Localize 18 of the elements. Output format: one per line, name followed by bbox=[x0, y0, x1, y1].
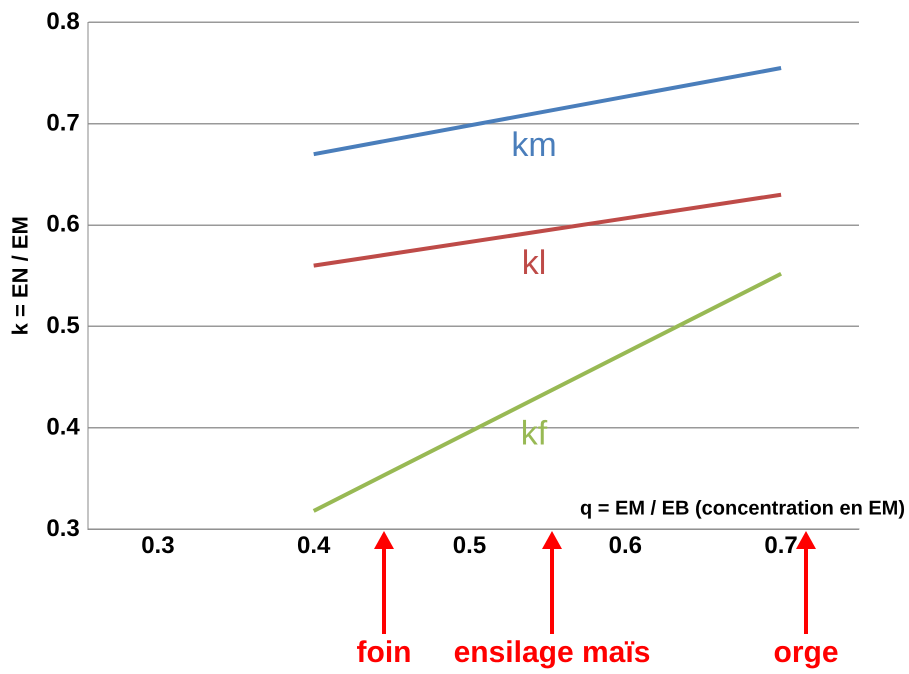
x-tick-label: 0.3 bbox=[141, 532, 175, 560]
x-tick-label: 0.5 bbox=[452, 532, 486, 560]
series-label: km bbox=[511, 126, 557, 164]
series-label: kl bbox=[522, 244, 546, 282]
x-tick-label: 0.4 bbox=[296, 532, 332, 560]
x-tick-label: 0.6 bbox=[608, 532, 642, 560]
y-axis-title: k = EN / EM bbox=[7, 216, 32, 336]
y-tick-label: 0.7 bbox=[46, 109, 80, 136]
y-tick-label: 0.5 bbox=[46, 312, 80, 340]
y-tick-label: 0.8 bbox=[46, 8, 80, 36]
y-tick-label: 0.6 bbox=[46, 210, 80, 238]
text: orge bbox=[773, 636, 839, 670]
y-tick-label: 0.3 bbox=[46, 514, 80, 542]
text: ensilage maïs bbox=[454, 636, 650, 670]
text: foin bbox=[356, 636, 412, 670]
y-tick-label: 0.4 bbox=[46, 413, 80, 440]
x-axis-title: q = EM / EB (concentration en EM) bbox=[580, 498, 905, 520]
x-tick-label: 0.7 bbox=[764, 532, 798, 560]
